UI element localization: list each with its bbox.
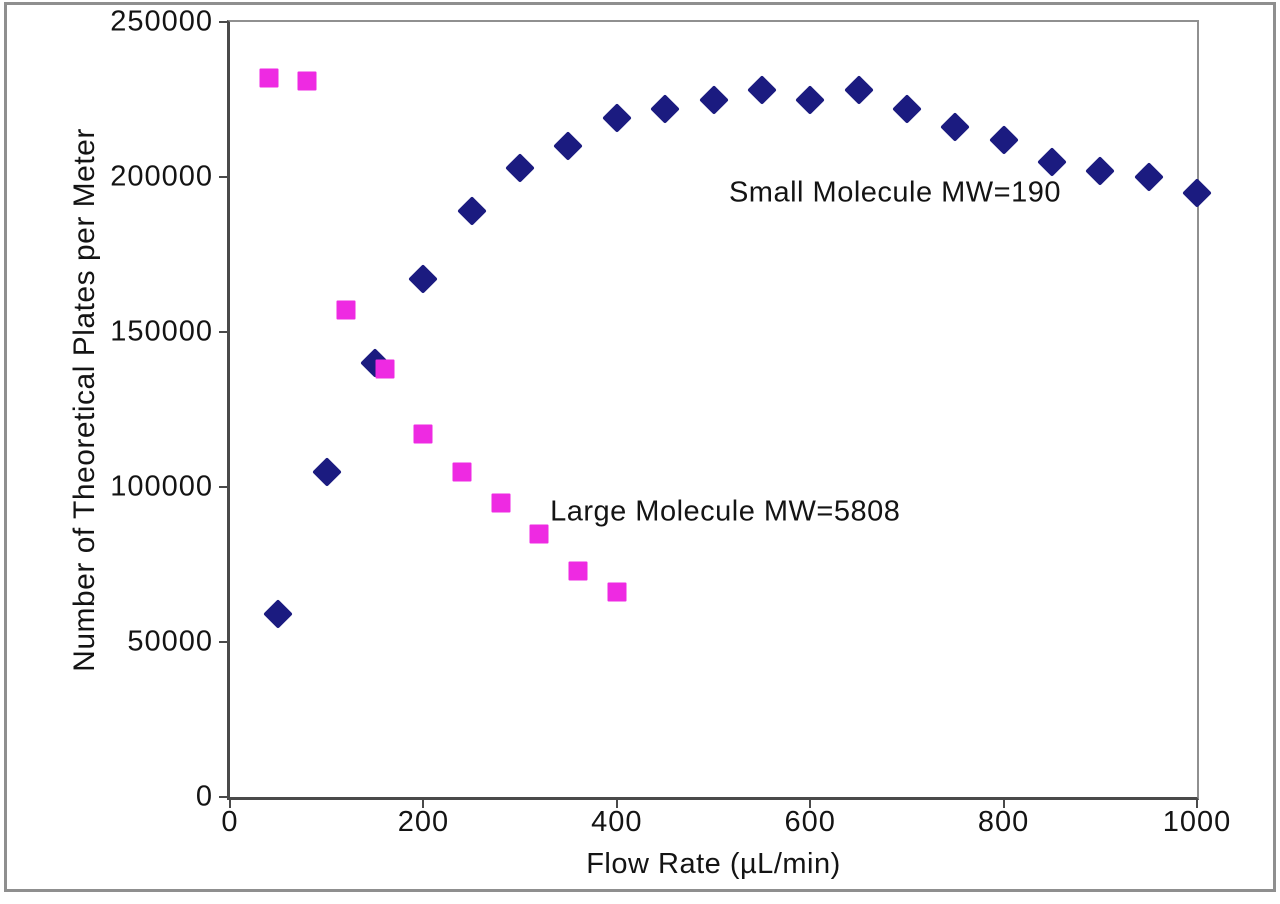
data-point-small-molecule-mw-190 [553,131,584,161]
data-point-small-molecule-mw-190 [892,93,922,124]
data-point-small-molecule-mw-190 [650,93,680,124]
x-tick-mark [1196,800,1198,808]
data-point-large-molecule-mw-5808 [568,561,588,581]
y-tick-mark [219,21,227,23]
data-point-small-molecule-mw-190 [1085,155,1116,186]
y-tick-label: 150000 [110,315,213,348]
x-tick-label: 0 [221,806,239,838]
series-label-small-molecule-mw-190: Small Molecule MW=190 [728,176,1062,208]
data-point-small-molecule-mw-190 [746,75,777,106]
plot-area: Small Molecule MW=190 Large Molecule MW=5… [219,20,1212,808]
data-point-small-molecule-mw-190 [263,599,294,629]
data-point-large-molecule-mw-5808 [491,493,511,512]
x-tick-mark [809,800,812,808]
data-point-large-molecule-mw-5808 [607,582,627,602]
data-point-small-molecule-mw-190 [408,264,439,295]
data-point-small-molecule-mw-190 [311,456,342,487]
data-point-small-molecule-mw-190 [1037,146,1067,177]
data-point-small-molecule-mw-190 [795,84,826,115]
y-tick-label: 100000 [110,470,213,503]
x-tick-mark [422,800,425,808]
x-tick-label: 800 [977,806,1030,838]
data-point-small-molecule-mw-190 [698,84,729,115]
x-tick-label: 200 [397,806,450,838]
data-point-small-molecule-mw-190 [505,152,535,183]
y-axis-tick-labels: 0 50000 100000 150000 200000 250000 [0,6,213,813]
data-point-large-molecule-mw-5808 [413,424,433,444]
data-point-small-molecule-mw-190 [988,124,1019,155]
y-tick-label: 50000 [127,625,213,658]
y-tick-mark [219,796,227,798]
y-tick-label: 250000 [110,5,213,38]
data-point-small-molecule-mw-190 [601,103,632,133]
data-point-small-molecule-mw-190 [843,75,874,106]
x-axis-title: Flow Rate (µL/min) [586,848,841,880]
x-tick-label: 600 [784,806,836,838]
data-point-large-molecule-mw-5808 [297,71,317,91]
x-tick-mark [1002,800,1005,808]
y-tick-mark [219,331,227,333]
data-point-small-molecule-mw-190 [1133,162,1164,192]
y-tick-mark [219,176,227,178]
y-tick-label: 0 [195,780,213,813]
series-label-large-molecule-mw-5808: Large Molecule MW=5808 [550,495,901,528]
x-tick-mark [615,800,618,808]
data-point-small-molecule-mw-190 [940,112,971,143]
data-point-large-molecule-mw-5808 [259,68,279,88]
data-point-large-molecule-mw-5808 [529,524,549,543]
data-point-large-molecule-mw-5808 [336,300,356,320]
x-tick-label: 1000 [1162,806,1232,838]
x-tick-mark [229,800,231,808]
x-axis-tick-labels: 0 200 400 600 800 1000 [221,806,1230,846]
y-tick-mark [219,641,227,643]
data-point-large-molecule-mw-5808 [375,359,395,379]
x-tick-label: 400 [591,806,643,838]
data-point-small-molecule-mw-190 [456,196,487,226]
data-point-large-molecule-mw-5808 [452,462,472,481]
y-tick-label: 200000 [110,160,213,193]
y-tick-mark [219,486,227,488]
